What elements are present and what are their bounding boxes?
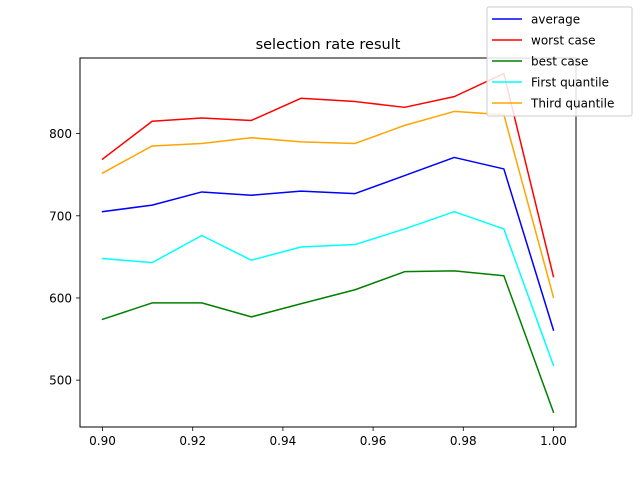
series-line-first-quantile [101, 210, 555, 367]
x-tick-label: 0.98 [450, 434, 477, 448]
x-tick-label: 0.96 [360, 434, 387, 448]
plot-frame [79, 57, 577, 428]
legend-label-best-case: best case [531, 55, 588, 69]
series-line-worst-case [101, 72, 555, 278]
series-line-third-quantile [101, 110, 555, 299]
y-tick-label: 500 [49, 374, 72, 388]
y-axis: 500 600 700 800 [49, 127, 80, 388]
y-tick-label: 600 [49, 291, 72, 305]
series-line-best-case [101, 270, 555, 414]
chart-title: selection rate result [256, 37, 401, 53]
x-tick-label: 0.94 [270, 434, 297, 448]
series-line-average [101, 156, 555, 331]
x-tick-label: 0.92 [179, 434, 206, 448]
y-tick-label: 700 [49, 209, 72, 223]
y-tick-label: 800 [49, 127, 72, 141]
x-tick-label: 0.90 [89, 434, 116, 448]
x-axis: 0.90 0.92 0.94 0.96 0.98 1.00 [89, 427, 567, 448]
legend-label-first-quantile: First quantile [531, 76, 609, 90]
x-tick-label: 1.00 [540, 434, 567, 448]
plot-lines [101, 72, 555, 414]
legend-label-third-quantile: Third quantile [530, 97, 614, 111]
legend-frame [486, 6, 633, 117]
legend-label-worst-case: worst case [531, 34, 595, 48]
legend-label-average: average [531, 13, 580, 27]
legend: average worst case best case First quantile… [486, 6, 633, 117]
